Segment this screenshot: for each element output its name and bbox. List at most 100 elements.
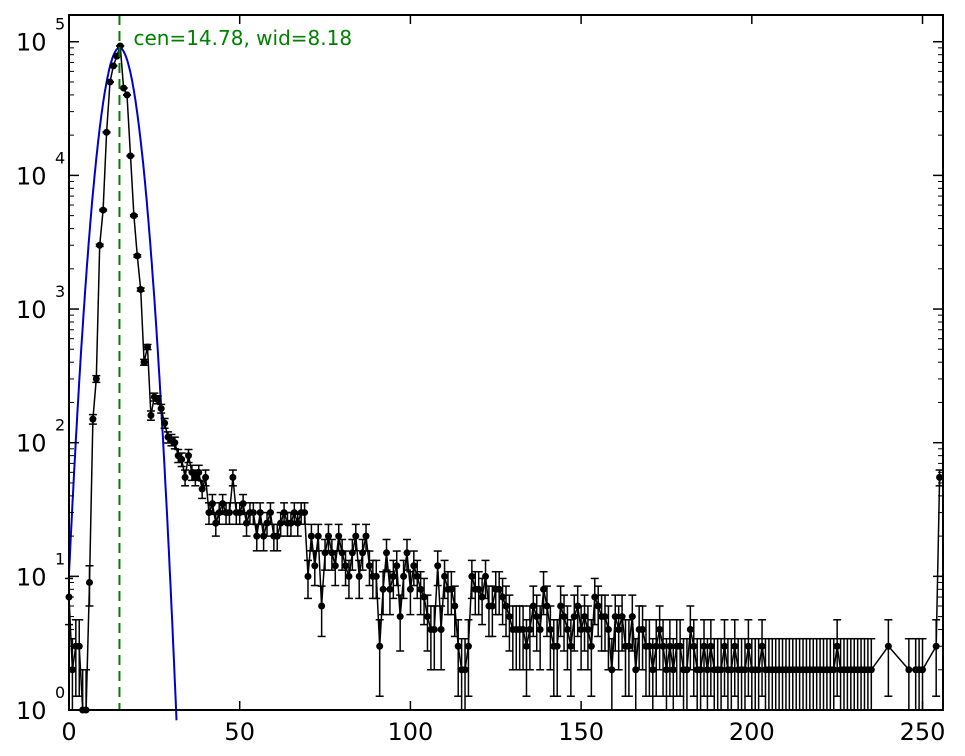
- data-point: [666, 642, 674, 650]
- data-point: [727, 666, 735, 674]
- y-tick-label-base: 10: [16, 162, 47, 190]
- data-point: [410, 562, 418, 570]
- fit-annotation: cen=14.78, wid=8.18: [133, 26, 352, 50]
- data-point: [352, 532, 360, 540]
- x-tick-label: 150: [558, 718, 604, 746]
- data-point: [324, 532, 332, 540]
- data-point: [161, 419, 169, 427]
- data-point: [133, 252, 141, 260]
- data-point: [731, 642, 739, 650]
- data-point: [700, 642, 708, 650]
- data-point: [403, 549, 411, 557]
- data-point: [239, 500, 247, 508]
- data-point: [229, 473, 237, 481]
- data-point: [311, 562, 319, 570]
- y-tick-label-exponent: 0: [55, 683, 65, 702]
- data-point: [451, 602, 459, 610]
- data-point: [202, 473, 210, 481]
- data-point: [342, 562, 350, 570]
- data-point: [526, 626, 534, 634]
- data-point: [106, 78, 114, 86]
- data-point: [755, 666, 763, 674]
- data-point: [335, 532, 343, 540]
- y-tick-label-exponent: 1: [55, 549, 65, 568]
- data-point: [461, 666, 469, 674]
- data-point: [225, 509, 233, 517]
- tick-layer: [68, 15, 943, 711]
- data-point: [447, 585, 455, 593]
- data-point: [905, 666, 913, 674]
- data-point: [546, 626, 554, 634]
- data-point: [198, 485, 206, 493]
- data-point: [389, 572, 397, 580]
- data-point: [519, 626, 527, 634]
- data-point: [686, 626, 694, 634]
- data-point: [253, 532, 261, 540]
- data-point: [287, 519, 295, 527]
- data-point: [587, 642, 595, 650]
- data-point: [475, 585, 483, 593]
- data-point: [195, 468, 203, 476]
- data-point: [707, 642, 715, 650]
- data-point: [365, 562, 373, 570]
- data-layer: [65, 42, 944, 714]
- data-point: [304, 572, 312, 580]
- x-tick-label: 50: [224, 718, 255, 746]
- data-point: [171, 439, 179, 447]
- data-point: [659, 642, 667, 650]
- data-point: [266, 509, 274, 517]
- data-point: [652, 642, 660, 650]
- data-point: [154, 396, 162, 404]
- data-point: [184, 452, 192, 460]
- data-point: [430, 626, 438, 634]
- data-point: [314, 532, 322, 540]
- data-point: [533, 613, 541, 621]
- data-point: [434, 562, 442, 570]
- y-tick-label-exponent: 2: [55, 416, 65, 435]
- y-tick-label-base: 10: [16, 697, 47, 725]
- data-point: [126, 152, 134, 160]
- data-point: [594, 602, 602, 610]
- data-point: [591, 593, 599, 601]
- data-point: [362, 532, 370, 540]
- data-point: [243, 519, 251, 527]
- data-point: [919, 666, 927, 674]
- data-point: [522, 642, 530, 650]
- y-tick-label-base: 10: [16, 296, 47, 324]
- data-point: [372, 572, 380, 580]
- data-point: [505, 613, 513, 621]
- data-point: [393, 562, 401, 570]
- data-point: [441, 572, 449, 580]
- data-point: [386, 585, 394, 593]
- data-point: [157, 405, 165, 413]
- data-point: [669, 666, 677, 674]
- data-point: [932, 642, 940, 650]
- data-point: [249, 509, 257, 517]
- data-point: [301, 509, 309, 517]
- data-point: [96, 241, 104, 249]
- x-tick-label: 0: [61, 718, 76, 746]
- y-tick-label-exponent: 3: [55, 282, 65, 301]
- data-point: [615, 626, 623, 634]
- data-point: [212, 519, 220, 527]
- data-point: [741, 666, 749, 674]
- data-point: [560, 613, 568, 621]
- data-point: [618, 613, 626, 621]
- y-tick-label-base: 10: [16, 29, 47, 57]
- data-point: [758, 642, 766, 650]
- data-point: [499, 593, 507, 601]
- data-point: [307, 532, 315, 540]
- data-point: [256, 509, 264, 517]
- data-point: [536, 626, 544, 634]
- data-point: [454, 642, 462, 650]
- fit-layer: [68, 46, 178, 721]
- data-point: [396, 613, 404, 621]
- data-point: [833, 642, 841, 650]
- data-point: [123, 91, 131, 99]
- data-point: [744, 642, 752, 650]
- data-point: [277, 519, 285, 527]
- data-point: [191, 473, 199, 481]
